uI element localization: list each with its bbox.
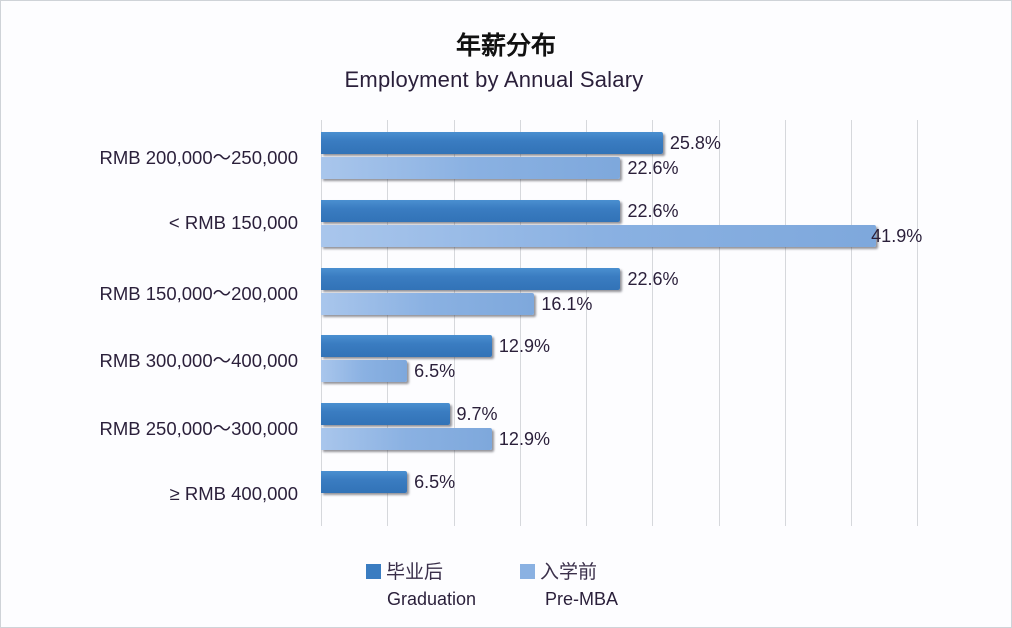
category-label: RMB 250,000～300,000 <box>99 418 299 440</box>
gridline <box>586 120 587 526</box>
chart-subtitle: Employment by Annual Salary <box>344 67 644 92</box>
bar-pre-mba <box>321 292 535 315</box>
bar-graduation <box>321 199 621 222</box>
data-label: 16.1% <box>541 293 593 314</box>
data-label: 22.6% <box>627 200 679 221</box>
bar-graduation <box>321 403 450 426</box>
gridline <box>519 120 521 526</box>
legend-label-graduation-cn: 毕业后 <box>386 561 444 583</box>
legend-label-pre-mba-cn: 入学前 <box>540 561 598 583</box>
bar-graduation <box>321 267 621 290</box>
bar-pre-mba <box>321 224 877 247</box>
data-label: 9.7% <box>456 404 498 425</box>
data-label: 41.9% <box>871 225 923 246</box>
category-label: RMB 150,000～200,000 <box>99 282 299 304</box>
category-label: RMB 300,000～400,000 <box>99 350 299 372</box>
data-label: 12.9% <box>498 429 550 450</box>
bar-graduation <box>321 471 408 493</box>
data-label: 6.5% <box>414 361 456 382</box>
data-label: 25.8% <box>669 133 721 153</box>
bar-graduation <box>321 335 492 358</box>
gridline <box>851 120 852 526</box>
bar-graduation <box>321 132 663 154</box>
category-label: < RMB 150,000 <box>168 211 298 233</box>
gridline <box>321 120 322 526</box>
category-label: RMB 200,000～250,000 <box>99 147 299 168</box>
legend-swatch-pre-mba <box>520 564 535 579</box>
gridline <box>453 120 455 526</box>
bar-pre-mba <box>321 428 492 451</box>
bar-pre-mba <box>321 157 621 179</box>
data-label: 22.6% <box>627 158 679 178</box>
gridline <box>652 120 654 526</box>
data-label: 22.6% <box>627 268 679 289</box>
legend-label-pre-mba-en: Pre-MBA <box>545 589 619 609</box>
gridline <box>718 120 720 526</box>
data-label: 6.5% <box>414 472 456 492</box>
legend-swatch-graduation <box>366 564 381 579</box>
gridline <box>387 120 389 526</box>
category-label: ≥ RMB 400,000 <box>169 483 298 504</box>
data-label: 12.9% <box>498 336 550 357</box>
chart-title: 年薪分布 <box>455 31 556 60</box>
bar-pre-mba <box>321 360 408 383</box>
gridline <box>784 120 786 526</box>
gridline <box>917 120 919 526</box>
legend-label-graduation-en: Graduation <box>387 589 477 609</box>
